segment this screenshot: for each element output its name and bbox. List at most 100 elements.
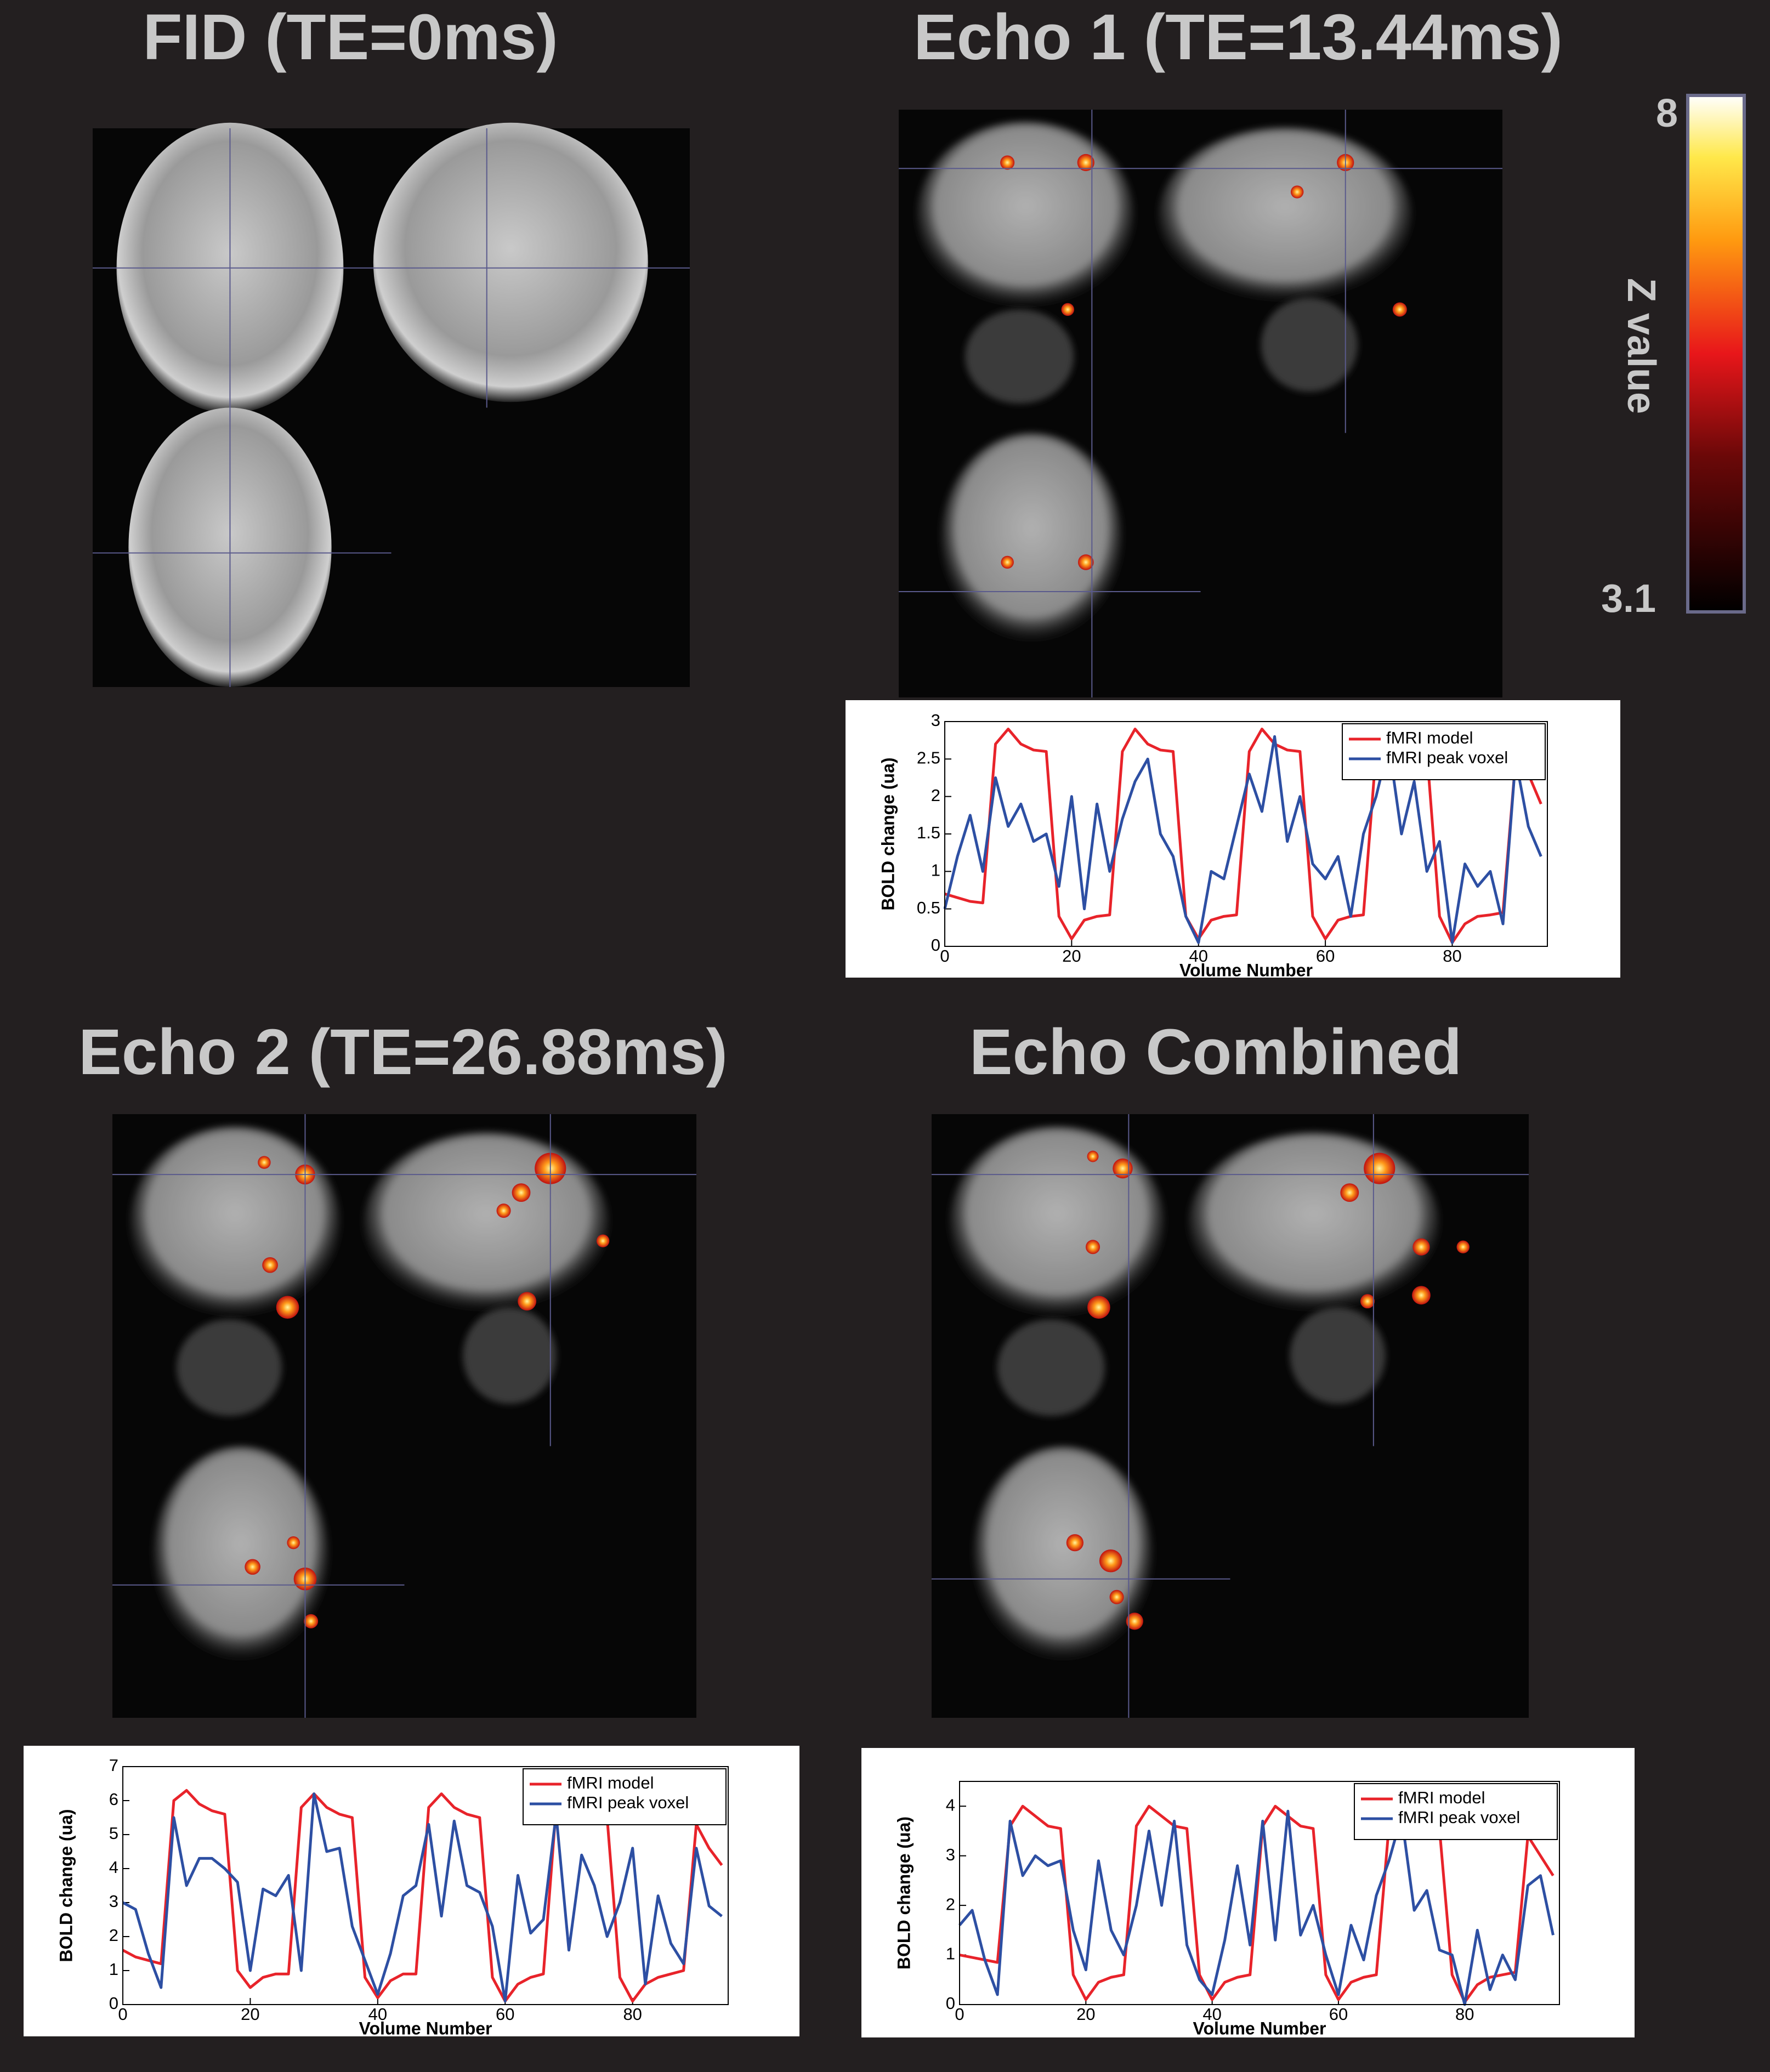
series-line: [959, 1804, 1555, 2003]
activation: [512, 1183, 531, 1202]
series-line: [122, 1789, 723, 2003]
x-axis-label: Volume Number: [1179, 960, 1313, 980]
legend-label: fMRI peak voxel: [1398, 1808, 1520, 1827]
brain-slice: [373, 122, 648, 402]
series-line: [122, 1792, 723, 2003]
y-tick-label: 7: [109, 1756, 118, 1775]
brain-image: [932, 1114, 1529, 1718]
series-line: [943, 735, 1542, 944]
y-tick-label: 0: [931, 935, 940, 955]
activation: [1340, 1183, 1359, 1202]
panel-title: FID (TE=0ms): [143, 1, 558, 73]
y-axis-label: BOLD change (ua): [56, 1809, 76, 1962]
brain-stem: [997, 1319, 1105, 1416]
series-line: [958, 1809, 1555, 2006]
y-tick-label: 0: [946, 1994, 955, 2013]
brain-stem: [177, 1319, 282, 1416]
activation: [1000, 155, 1015, 170]
activation: [276, 1296, 299, 1319]
activation: [1077, 154, 1094, 172]
x-tick-label: 20: [241, 2005, 259, 2024]
brain-slice: [1158, 127, 1412, 304]
legend-label: fMRI model: [1398, 1788, 1485, 1807]
activation: [304, 1614, 319, 1628]
brain-slice: [941, 433, 1122, 645]
brain-slice: [917, 121, 1134, 310]
x-tick-label: 40: [368, 2005, 387, 2024]
y-tick-label: 1: [109, 1960, 118, 1979]
activation: [245, 1559, 260, 1575]
legend-label: fMRI model: [1386, 728, 1473, 747]
plot-frame: [959, 1781, 1560, 2005]
brain-stem: [1261, 298, 1358, 392]
activation: [496, 1204, 511, 1218]
activation: [596, 1234, 610, 1247]
activation: [1066, 1534, 1083, 1552]
legend-box: [1354, 1783, 1558, 1840]
activation: [1360, 1294, 1375, 1309]
y-tick-label: 2: [931, 786, 940, 805]
x-tick-label: 0: [118, 2005, 127, 2024]
x-tick-label: 20: [1062, 946, 1081, 966]
x-tick-label: 80: [1455, 2005, 1474, 2024]
plot-frame: [122, 1766, 729, 2005]
legend-label: fMRI model: [567, 1773, 654, 1792]
x-tick-label: 0: [940, 946, 949, 966]
activation: [262, 1257, 278, 1273]
colorbar-min: 3.1: [1601, 577, 1656, 621]
brain-stem: [1290, 1307, 1386, 1404]
legend-label: fMRI peak voxel: [567, 1793, 689, 1812]
y-tick-label: 4: [946, 1795, 955, 1814]
activation: [1126, 1613, 1143, 1630]
legend-box: [1342, 723, 1546, 780]
brain-slice: [973, 1446, 1153, 1664]
y-tick-label: 2.5: [917, 748, 940, 768]
legend-box: [523, 1768, 727, 1825]
activation: [1001, 555, 1014, 569]
brain-slice: [129, 1126, 341, 1320]
activation: [1099, 1549, 1122, 1573]
y-tick-label: 3: [946, 1845, 955, 1864]
panel-title: Echo 1 (TE=13.44ms): [914, 1, 1563, 73]
y-tick-label: 4: [109, 1858, 118, 1877]
brain-slice: [153, 1446, 329, 1664]
y-tick-label: 3: [931, 711, 940, 730]
x-axis-label: Volume Number: [359, 2018, 492, 2038]
activation: [1109, 1590, 1124, 1604]
activation: [1290, 185, 1304, 198]
activation: [1412, 1238, 1430, 1256]
x-tick-label: 60: [1329, 2005, 1348, 2024]
y-tick-label: 5: [109, 1824, 118, 1843]
colorbar-label: Z value: [1619, 278, 1663, 414]
series-line: [944, 728, 1542, 944]
x-axis-label: Volume Number: [1193, 2018, 1326, 2038]
x-tick-label: 80: [623, 2005, 642, 2024]
activation: [1086, 1240, 1100, 1254]
y-tick-label: 6: [109, 1790, 118, 1809]
y-tick-label: 0.5: [917, 898, 940, 917]
x-tick-label: 40: [1189, 946, 1207, 966]
activation: [258, 1156, 271, 1169]
brain-slice: [1188, 1132, 1439, 1314]
x-tick-label: 20: [1076, 2005, 1095, 2024]
activation: [1364, 1153, 1395, 1184]
line-chart: 0 0.5 1 1.5 2 2.5 3 0 20 40 60 80 Volume Number BOLD …: [846, 700, 1620, 980]
activation: [1087, 1150, 1099, 1162]
brain-stem: [463, 1307, 557, 1404]
x-tick-label: 40: [1202, 2005, 1221, 2024]
y-tick-label: 0: [109, 1994, 118, 2013]
brain-slice: [363, 1132, 609, 1314]
legend-label: fMRI peak voxel: [1386, 748, 1508, 767]
y-tick-label: 3: [109, 1892, 118, 1911]
activation: [287, 1536, 300, 1549]
y-axis-label: BOLD change (ua): [894, 1816, 914, 1969]
colorbar-max: 8: [1656, 92, 1678, 135]
brain-stem: [965, 309, 1074, 404]
brain-image: [899, 110, 1502, 697]
plot-frame: [944, 721, 1548, 947]
y-tick-label: 1: [946, 1944, 955, 1963]
x-tick-label: 60: [496, 2005, 514, 2024]
y-tick-label: 2: [946, 1894, 955, 1914]
activation: [1061, 303, 1074, 316]
